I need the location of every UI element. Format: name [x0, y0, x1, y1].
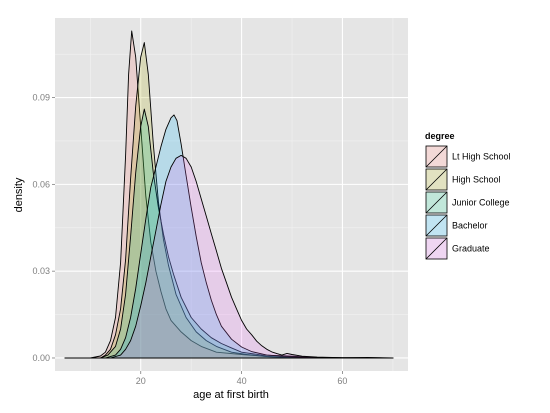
- density-areas: [64, 30, 394, 359]
- legend-label-high-school: High School: [452, 175, 501, 185]
- y-tick-label: 0.06: [32, 179, 50, 189]
- grid-lines: [55, 18, 408, 371]
- legend-key-diagonal: [425, 168, 448, 191]
- density-area-graduate: [64, 154, 394, 359]
- y-tick-label: 0.00: [32, 353, 50, 363]
- x-tick-label: 20: [136, 376, 146, 386]
- legend-key-diagonal: [425, 145, 448, 168]
- x-tick-label: 40: [237, 376, 247, 386]
- legend-key-diagonal: [425, 214, 448, 237]
- legend-title: degree: [425, 131, 455, 141]
- x-tick-label: 60: [337, 376, 347, 386]
- y-tick-label: 0.09: [32, 93, 50, 103]
- legend-label-junior-college: Junior College: [452, 198, 510, 208]
- legend-label-graduate: Graduate: [452, 244, 490, 254]
- density-area-junior-college: [64, 108, 394, 359]
- legend-key-diagonal: [425, 237, 448, 260]
- legend-label-bachelor: Bachelor: [452, 221, 488, 231]
- y-axis-ticks: 0.00 0.03 0.06 0.09: [32, 93, 55, 363]
- density-area-bachelor: [64, 114, 394, 359]
- y-tick-label: 0.03: [32, 266, 50, 276]
- legend-label-lt-high-school: Lt High School: [452, 152, 511, 162]
- legend-key-diagonal: [425, 191, 448, 214]
- x-axis-ticks: 20 40 60: [136, 371, 347, 386]
- y-axis-title: density: [13, 177, 25, 212]
- plot-panel: [55, 18, 408, 371]
- legend: degree Lt High School High School Junior C…: [424, 131, 511, 261]
- x-axis-title: age at first birth: [193, 389, 269, 401]
